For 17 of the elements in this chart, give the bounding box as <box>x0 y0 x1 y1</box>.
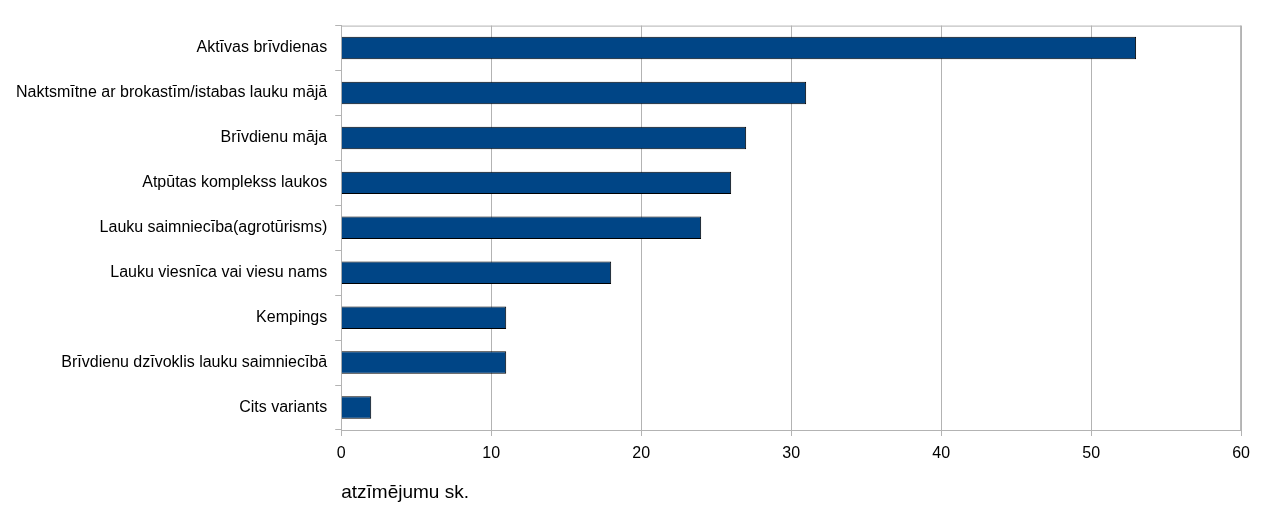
x-tick-label: 30 <box>782 444 801 462</box>
x-tick-label: 0 <box>336 444 346 462</box>
y-tick-label: Atpūtas komplekss laukos <box>142 173 328 191</box>
x-tick-label: 10 <box>482 444 501 462</box>
x-tick-label: 20 <box>632 444 651 462</box>
x-tick-label: 50 <box>1082 444 1101 462</box>
y-tick-label: Lauku viesnīca vai viesu nams <box>110 263 328 281</box>
x-tick-label: 40 <box>932 444 951 462</box>
y-tick-label: Lauku saimniecība(agrotūrisms) <box>99 218 328 236</box>
y-tick-label: Kempings <box>256 308 328 326</box>
y-tick-label: Aktīvas brīvdienas <box>196 38 328 56</box>
y-tick-label: Brīvdienu māja <box>220 128 328 146</box>
y-tick-label: Brīvdienu dzīvoklis lauku saimniecībā <box>61 353 328 371</box>
y-tick-label: Cits variants <box>239 397 328 415</box>
x-axis-title: atzīmējumu sk. <box>341 480 469 502</box>
x-tick-label: 60 <box>1232 444 1251 462</box>
y-tick-label: Naktsmītne ar brokastīm/istabas lauku mājā <box>16 83 328 101</box>
